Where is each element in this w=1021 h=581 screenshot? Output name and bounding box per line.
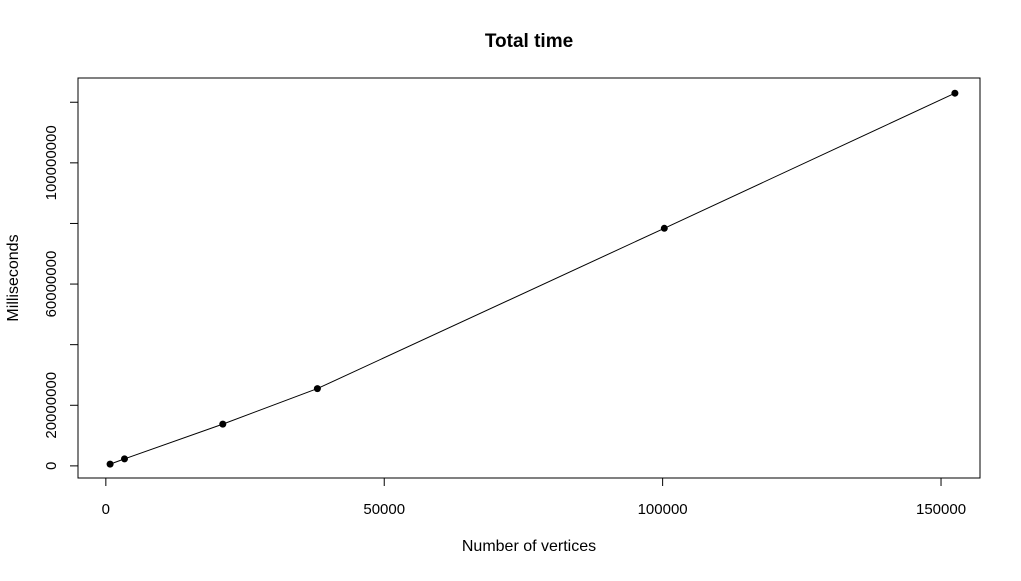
data-point-4 — [660, 224, 668, 232]
data-point-3 — [313, 385, 321, 393]
x-tick-label-1: 50000 — [363, 501, 405, 518]
y-axis: 0 20000000 60000000 100000000 — [43, 101, 78, 470]
series-layer — [106, 89, 959, 468]
x-tick-label-3: 150000 — [916, 501, 966, 518]
data-point-0 — [106, 460, 114, 468]
y-tick-label-1: 20000000 — [43, 372, 60, 439]
y-tick-label-3: 60000000 — [43, 251, 60, 318]
x-axis: 0 50000 100000 150000 — [102, 478, 966, 518]
data-point-5 — [951, 89, 959, 97]
y-axis-label: Milliseconds — [5, 234, 22, 321]
plot-frame — [77, 77, 981, 479]
data-point-1 — [121, 455, 128, 463]
x-tick-label-2: 100000 — [638, 501, 688, 518]
data-point-2 — [219, 420, 227, 428]
chart-title: Total time — [485, 31, 573, 52]
x-tick-label-0: 0 — [102, 501, 110, 518]
series-line-0 — [109, 92, 956, 465]
x-axis-label: Number of vertices — [462, 538, 596, 555]
y-tick-label-0: 0 — [43, 462, 60, 470]
y-tick-label-5: 100000000 — [43, 125, 60, 200]
